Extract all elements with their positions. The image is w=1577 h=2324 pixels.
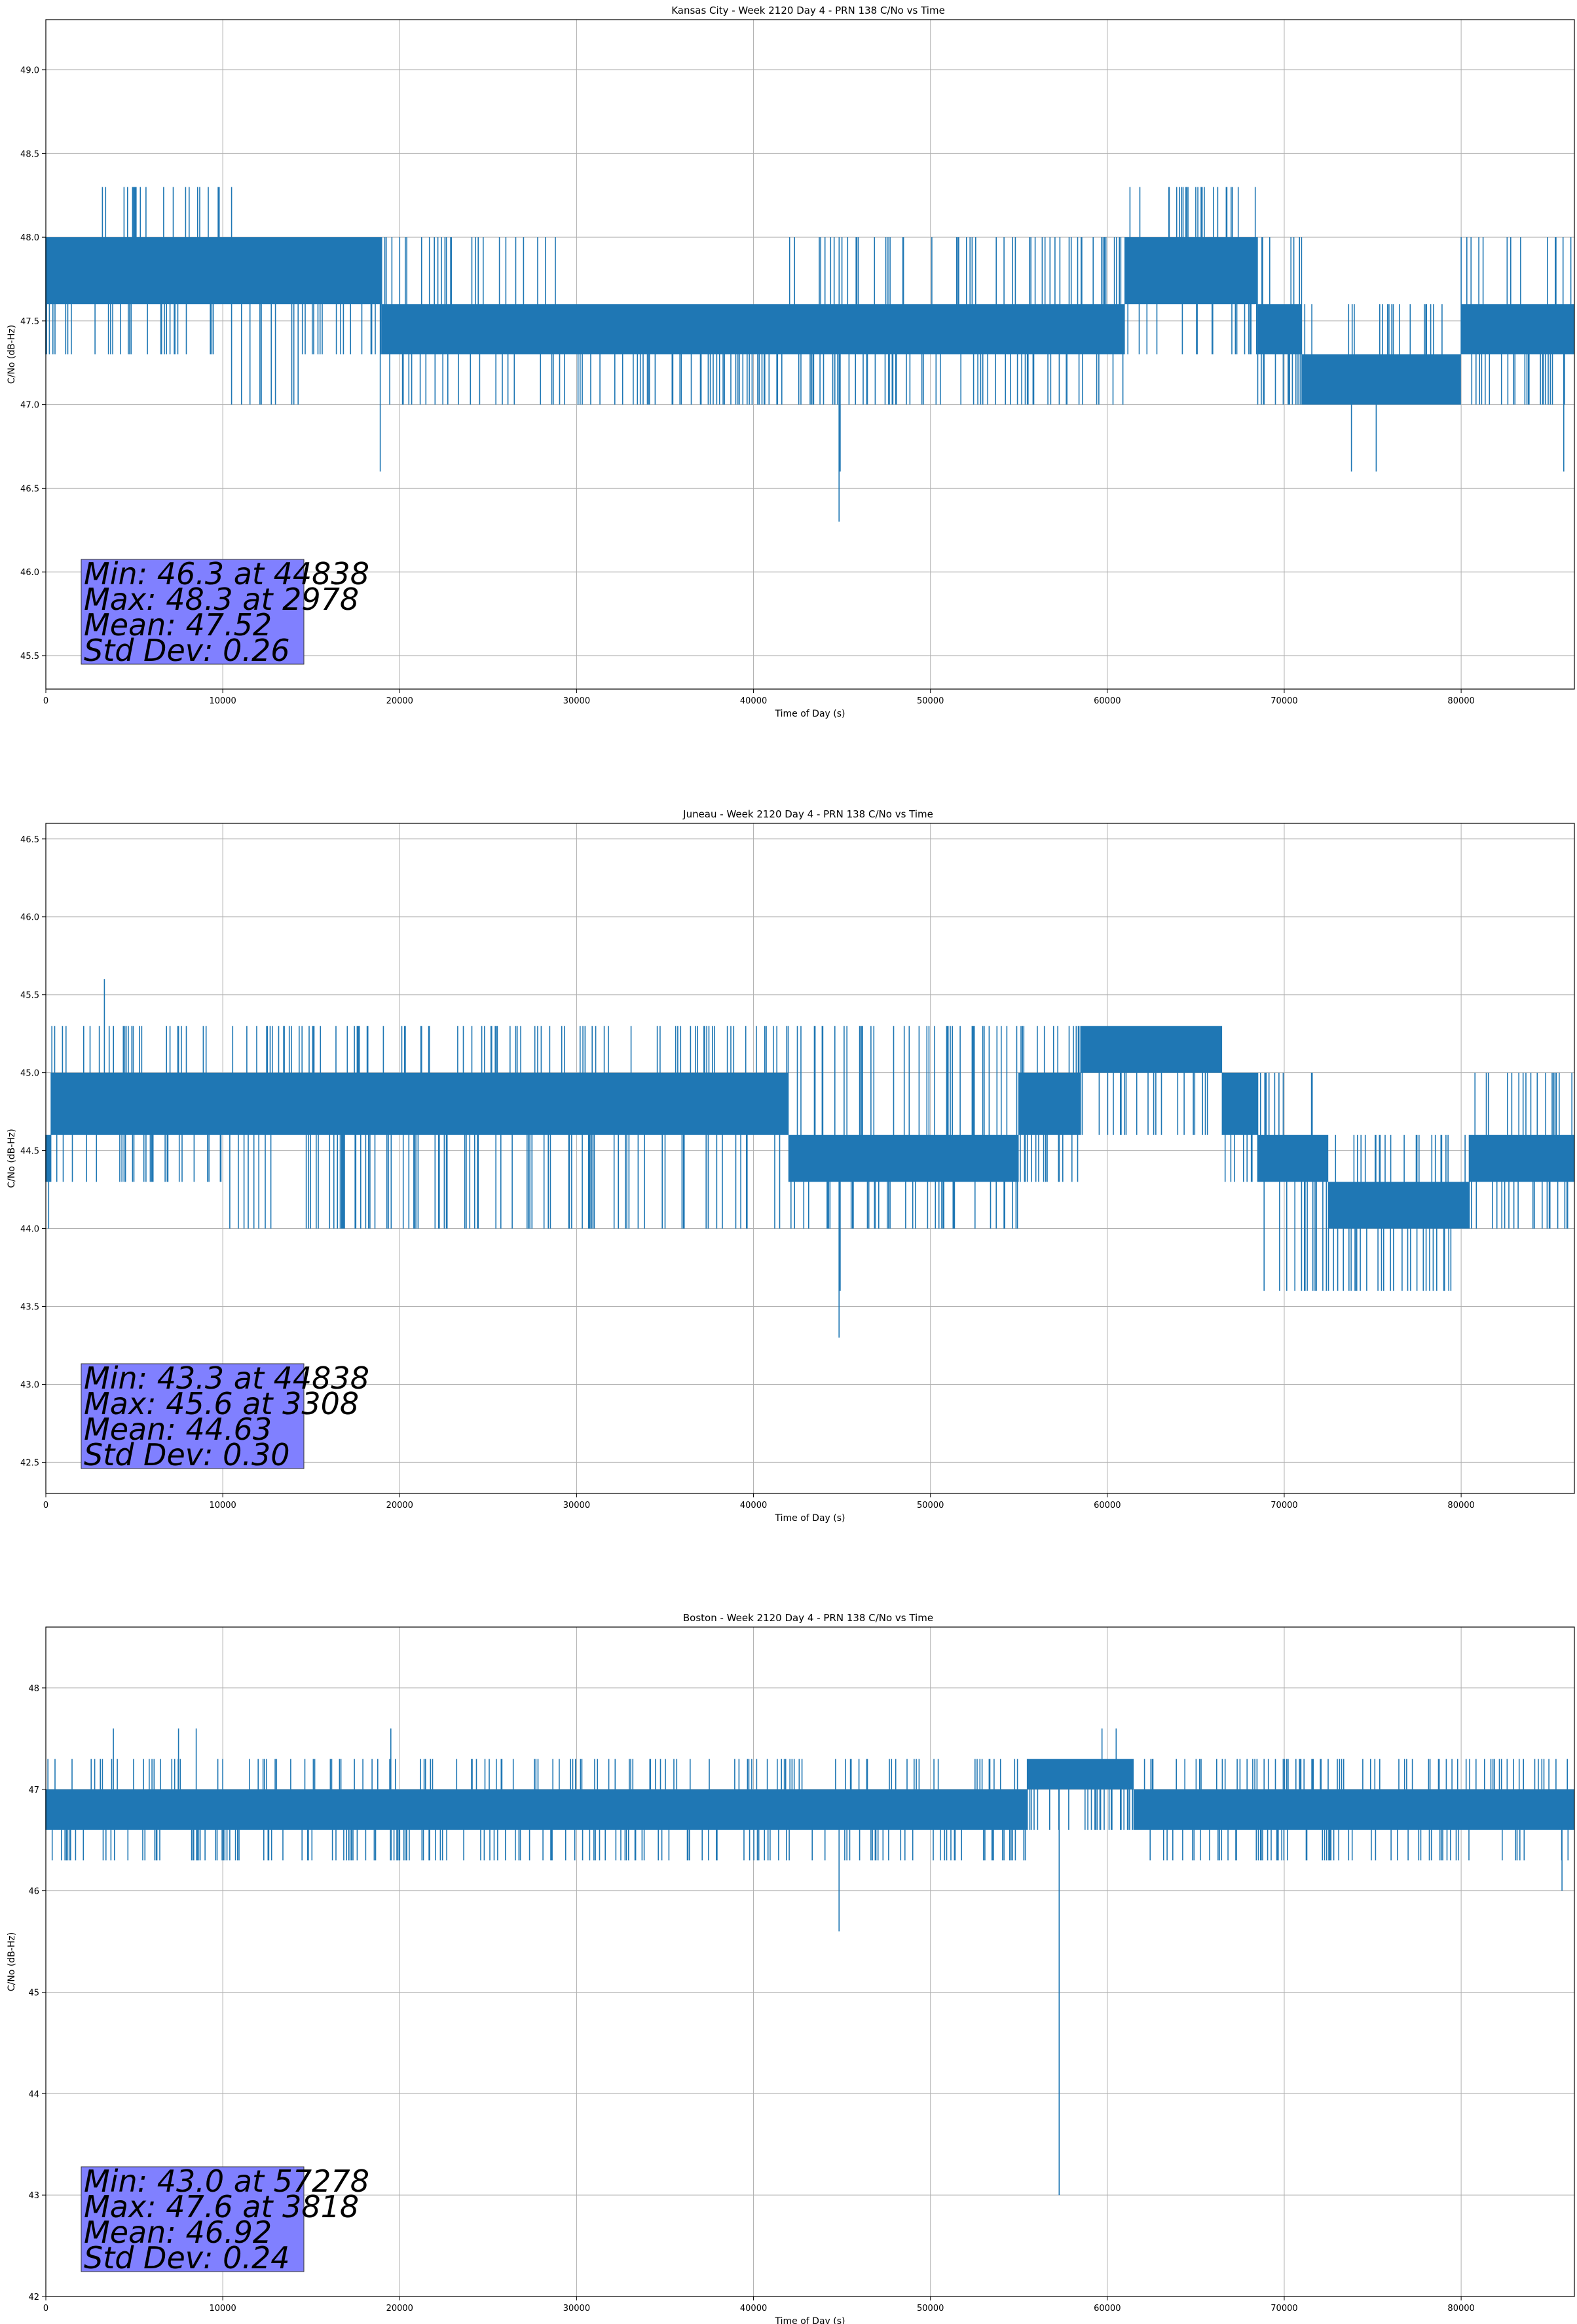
x-tick-label: 0 [43, 2304, 48, 2314]
chart-title: Kansas City - Week 2120 Day 4 - PRN 138 … [671, 5, 945, 16]
y-tick-label: 47 [28, 1786, 39, 1795]
x-tick-label: 10000 [209, 696, 236, 706]
x-tick-label: 20000 [386, 1501, 413, 1510]
stat-std-dev: Std Dev: 0.26 [84, 633, 290, 668]
statistics-box-background [81, 2166, 305, 2272]
y-tick-label: 43 [28, 2191, 39, 2201]
x-tick-label: 0 [43, 696, 48, 706]
y-tick-label: 48.5 [20, 149, 39, 159]
x-tick-label: 30000 [563, 1501, 590, 1510]
y-tick-label: 44.0 [20, 1225, 39, 1235]
statistics-box: Min: 43.0 at 57278 Max: 47.6 at 3818 Mea… [81, 2164, 369, 2276]
x-tick-label: 50000 [917, 696, 944, 706]
y-tick-label: 45.5 [20, 652, 39, 662]
x-tick-label: 70000 [1271, 2304, 1297, 2314]
x-tick-label: 80000 [1447, 1501, 1474, 1510]
x-axis-ticks: 0 10000 20000 30000 40000 50000 60000 70000 8000… [43, 689, 1475, 706]
stat-std-dev: Std Dev: 0.24 [84, 2240, 290, 2276]
y-tick-label: 45.0 [20, 1069, 39, 1079]
stat-min: Min: 43.0 at 57278 [84, 2164, 369, 2199]
x-tick-label: 50000 [917, 1501, 944, 1510]
y-tick-label: 47.0 [20, 401, 39, 411]
x-axis-label: Time of Day (s) [775, 709, 845, 719]
x-tick-label: 40000 [740, 2304, 767, 2314]
x-tick-label: 30000 [563, 696, 590, 706]
panel-boston: Boston - Week 2120 Day 4 - PRN 138 C/No … [7, 1612, 1575, 2324]
stat-mean: Mean: 47.52 [84, 607, 272, 643]
panel-juneau: Juneau - Week 2120 Day 4 - PRN 138 C/No … [7, 808, 1575, 1524]
x-tick-label: 10000 [209, 2304, 236, 2314]
y-tick-label: 43.5 [20, 1303, 39, 1313]
x-tick-label: 20000 [386, 2304, 413, 2314]
y-tick-label: 46.5 [20, 835, 39, 845]
axes-frame [45, 823, 1575, 1494]
y-tick-label: 46.5 [20, 484, 39, 494]
stat-max: Max: 45.6 at 3308 [84, 1386, 359, 1421]
x-tick-label: 80000 [1447, 696, 1474, 706]
x-axis-ticks: 0 10000 20000 30000 40000 50000 60000 70000 8000… [43, 1493, 1475, 1510]
statistics-box: Min: 43.3 at 44838 Max: 45.6 at 3308 Mea… [81, 1360, 369, 1472]
y-tick-label: 44 [28, 2090, 39, 2099]
y-tick-label: 43.0 [20, 1380, 39, 1390]
stat-min: Min: 43.3 at 44838 [84, 1360, 369, 1396]
x-tick-label: 40000 [740, 1501, 767, 1510]
stat-max: Max: 47.6 at 3818 [84, 2189, 359, 2224]
x-tick-label: 60000 [1094, 696, 1121, 706]
x-tick-label: 60000 [1094, 2304, 1121, 2314]
y-axis-ticks: 45.5 46.0 46.5 47.0 47.5 48.0 48.5 49.0 [20, 66, 46, 662]
x-tick-label: 80000 [1447, 2304, 1474, 2314]
y-axis-ticks: 42 43 44 45 46 47 48 [28, 1684, 46, 2302]
y-tick-label: 46.0 [20, 568, 39, 578]
axes-frame [45, 19, 1575, 690]
x-axis-label: Time of Day (s) [775, 1513, 845, 1524]
chart-title: Juneau - Week 2120 Day 4 - PRN 138 C/No … [682, 808, 933, 820]
stat-std-dev: Std Dev: 0.30 [84, 1437, 290, 1472]
y-tick-label: 46.0 [20, 913, 39, 923]
y-axis-label: C/No (dB-Hz) [7, 325, 17, 384]
y-tick-label: 44.5 [20, 1147, 39, 1157]
y-tick-label: 47.5 [20, 317, 39, 327]
statistics-box-background [81, 559, 305, 665]
panel-kansas-city: Kansas City - Week 2120 Day 4 - PRN 138 … [7, 5, 1575, 719]
axes-frame [45, 1626, 1575, 2297]
x-tick-label: 10000 [209, 1501, 236, 1510]
x-tick-label: 70000 [1271, 1501, 1297, 1510]
x-tick-label: 20000 [386, 696, 413, 706]
x-tick-label: 40000 [740, 696, 767, 706]
x-axis-ticks: 0 10000 20000 30000 40000 50000 60000 70000 8000… [43, 2296, 1475, 2314]
stat-mean: Mean: 44.63 [84, 1412, 272, 1447]
x-axis-label: Time of Day (s) [775, 2316, 845, 2324]
stat-mean: Mean: 46.92 [84, 2215, 272, 2250]
statistics-box-background [81, 1363, 305, 1469]
y-tick-label: 48.0 [20, 233, 39, 243]
y-axis-ticks: 42.5 43.0 43.5 44.0 44.5 45.0 45.5 46.0 46.5 [20, 835, 46, 1468]
y-tick-label: 46 [28, 1887, 39, 1897]
y-tick-label: 45 [28, 1988, 39, 1998]
y-tick-label: 42.5 [20, 1458, 39, 1468]
x-tick-label: 0 [43, 1501, 48, 1510]
x-tick-label: 30000 [563, 2304, 590, 2314]
stat-max: Max: 48.3 at 2978 [84, 582, 359, 617]
stat-min: Min: 46.3 at 44838 [84, 556, 369, 591]
x-tick-label: 60000 [1094, 1501, 1121, 1510]
y-tick-label: 42 [28, 2293, 39, 2302]
y-tick-label: 45.5 [20, 991, 39, 1001]
y-tick-label: 48 [28, 1684, 39, 1694]
x-tick-label: 70000 [1271, 696, 1297, 706]
chart-title: Boston - Week 2120 Day 4 - PRN 138 C/No … [683, 1612, 933, 1624]
y-axis-label: C/No (dB-Hz) [7, 1129, 17, 1188]
x-tick-label: 50000 [917, 2304, 944, 2314]
statistics-box: Min: 46.3 at 44838 Max: 48.3 at 2978 Mea… [81, 556, 369, 668]
y-tick-label: 49.0 [20, 66, 39, 76]
y-axis-label: C/No (dB-Hz) [7, 1932, 17, 1991]
